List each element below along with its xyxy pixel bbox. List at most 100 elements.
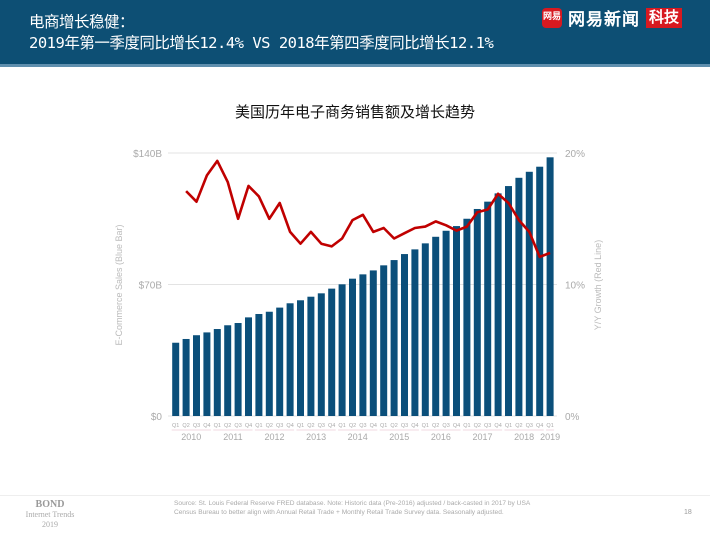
title-line-2: 2019年第一季度同比增长12.4% VS 2018年第四季度同比增长12.1% xyxy=(29,34,494,52)
quarter-label: Q4 xyxy=(328,423,335,429)
quarter-label: Q4 xyxy=(245,423,252,429)
quarter-label: Q1 xyxy=(338,423,345,429)
bar xyxy=(338,284,346,416)
quarter-label: Q4 xyxy=(494,423,501,429)
quarter-label: Q1 xyxy=(463,423,470,429)
bar xyxy=(213,329,221,416)
bar xyxy=(224,325,232,416)
quarter-label: Q4 xyxy=(286,423,293,429)
bar xyxy=(515,177,523,416)
quarter-label: Q1 xyxy=(422,423,429,429)
quarter-label: Q2 xyxy=(266,423,273,429)
bar xyxy=(234,323,242,416)
bar xyxy=(193,335,200,416)
right-tick-label: 20% xyxy=(565,149,585,160)
bar xyxy=(380,265,388,416)
quarter-label: Q4 xyxy=(536,423,543,429)
quarter-label: Q2 xyxy=(307,423,314,429)
quarter-label: Q2 xyxy=(474,423,481,429)
quarter-label: Q3 xyxy=(193,423,200,429)
right-axis-label: Y/Y Growth (Red Line) xyxy=(593,240,603,330)
left-tick-label: $0 xyxy=(151,412,163,423)
year-label: 2013 xyxy=(306,432,326,442)
quarter-label: Q2 xyxy=(224,423,231,429)
year-label: 2019 xyxy=(540,432,560,442)
bar xyxy=(442,230,450,416)
year-label: 2014 xyxy=(348,432,368,442)
quarter-label: Q4 xyxy=(411,423,418,429)
bar xyxy=(484,201,492,416)
bar xyxy=(401,254,408,416)
quarter-label: Q3 xyxy=(484,423,491,429)
quarter-label: Q2 xyxy=(182,423,189,429)
quarter-label: Q3 xyxy=(442,423,449,429)
quarter-label: Q1 xyxy=(255,423,262,429)
bar xyxy=(432,236,440,416)
bar xyxy=(182,338,190,416)
right-tick-label: 0% xyxy=(565,412,580,423)
quarter-label: Q3 xyxy=(318,423,325,429)
bar xyxy=(172,342,180,416)
quarter-label: Q3 xyxy=(359,423,366,429)
bar xyxy=(297,300,304,416)
right-tick-label: 10% xyxy=(565,281,585,292)
bar xyxy=(463,218,471,416)
quarter-label: Q2 xyxy=(432,423,439,429)
chart-title: 美国历年电子商务销售额及增长趋势 xyxy=(234,104,475,121)
quarter-label: Q4 xyxy=(203,423,210,429)
source-note: Source: St. Louis Federal Reserve FRED d… xyxy=(174,500,530,516)
bar xyxy=(473,208,481,416)
year-label: 2012 xyxy=(264,432,284,442)
quarter-label: Q3 xyxy=(276,423,283,429)
bar xyxy=(265,311,273,416)
year-label: 2015 xyxy=(389,432,409,442)
header-banner: 电商增长稳健： 2019年第一季度同比增长12.4% VS 2018年第四季度同… xyxy=(0,0,710,67)
netease-news-icon: 网易 xyxy=(542,7,562,28)
bond-year: 2019 xyxy=(42,520,58,529)
bar xyxy=(328,288,336,416)
quarter-label: Q3 xyxy=(526,423,533,429)
bar xyxy=(411,249,419,416)
bar xyxy=(536,166,544,416)
growth-line xyxy=(185,159,551,259)
quarter-label: Q4 xyxy=(453,423,460,429)
bar xyxy=(307,296,315,416)
bond-name: BOND xyxy=(35,499,65,510)
bar xyxy=(546,157,554,416)
left-tick-label: $70B xyxy=(139,281,163,292)
year-label: 2017 xyxy=(472,432,492,442)
left-axis-label: E-Commerce Sales (Blue Bar) xyxy=(114,224,124,345)
bar xyxy=(525,171,533,416)
bar xyxy=(286,303,294,416)
bond-sub: Internet Trends xyxy=(25,510,75,519)
bar xyxy=(276,307,284,416)
quarter-label: Q1 xyxy=(505,423,512,429)
netease-logo: 网易 网易新闻 科技 xyxy=(542,5,683,30)
year-label: 2010 xyxy=(181,432,201,442)
bar xyxy=(359,274,367,416)
bar xyxy=(245,317,252,416)
quarter-label: Q2 xyxy=(390,423,397,429)
bar xyxy=(369,270,377,416)
footer-divider xyxy=(0,495,710,496)
quarter-label: Q3 xyxy=(401,423,408,429)
quarter-label: Q3 xyxy=(234,423,241,429)
slide-title: 电商增长稳健： 2019年第一季度同比增长12.4% VS 2018年第四季度同… xyxy=(29,12,494,54)
quarter-label: Q1 xyxy=(546,423,553,429)
bar xyxy=(390,260,398,416)
year-label: 2011 xyxy=(223,432,242,442)
bar xyxy=(317,293,325,416)
bar xyxy=(255,313,263,416)
year-label: 2018 xyxy=(514,432,534,442)
bar xyxy=(453,226,460,416)
title-line-1: 电商增长稳健： xyxy=(29,13,135,31)
left-tick-label: $140B xyxy=(133,149,162,160)
bar xyxy=(505,186,512,416)
bar xyxy=(203,332,211,416)
bar xyxy=(494,193,502,416)
bond-logo: BOND Internet Trends 2019 xyxy=(20,500,80,530)
bar xyxy=(421,243,429,416)
quarter-label: Q1 xyxy=(380,423,387,429)
year-label: 2016 xyxy=(431,432,451,442)
